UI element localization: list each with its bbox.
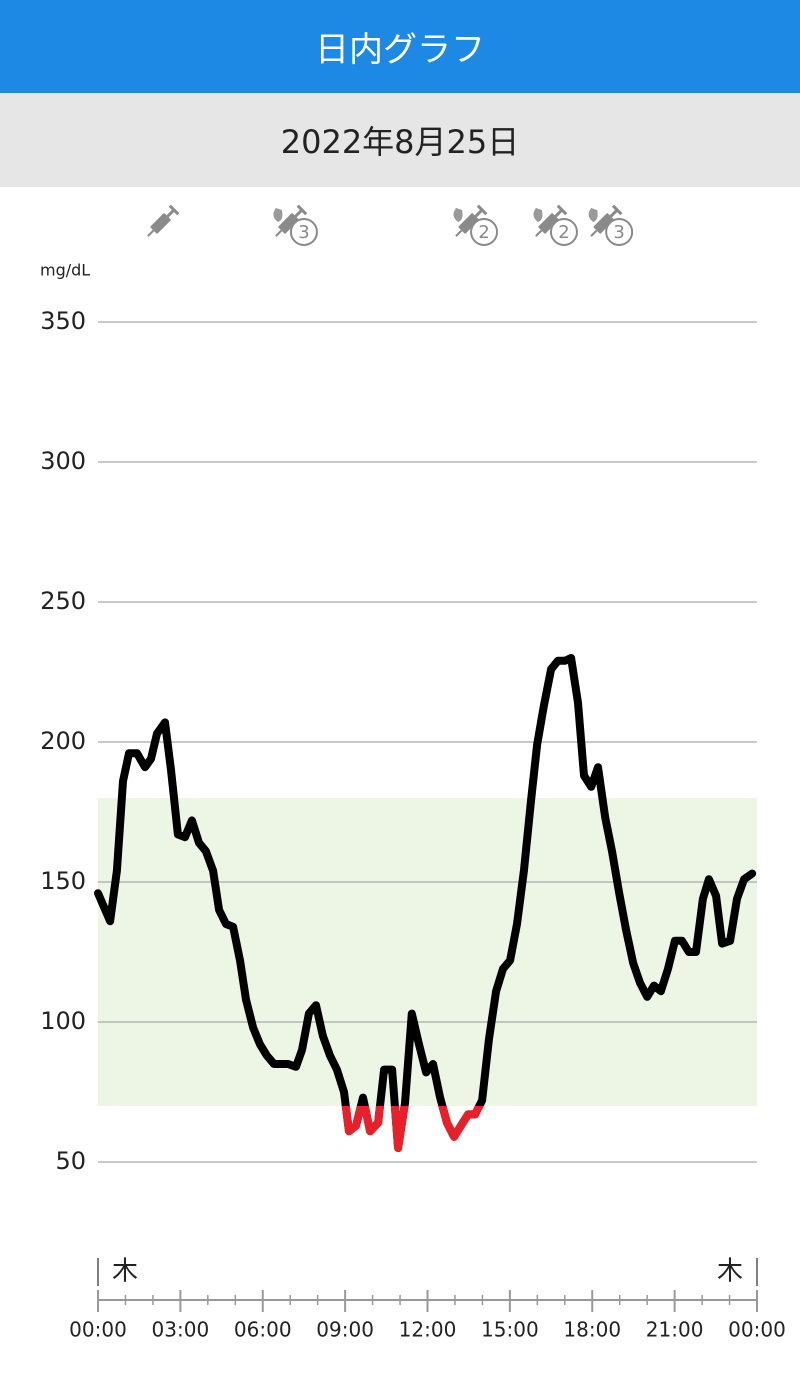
glucose-line [94,654,757,1152]
syringe-icon [275,204,308,237]
syringe-needle [590,229,598,237]
y-tick-label: 100 [40,1007,86,1035]
meal-icon [453,208,463,222]
count-badge [289,218,318,246]
x-tick-label: 15:00 [481,1318,539,1342]
syringe-body [593,213,614,234]
x-tick-label: 00:00 [728,1318,786,1342]
day-label: 木 [717,1257,743,1287]
syringe-cap [556,204,568,216]
count-label: 2 [478,222,489,243]
syringe-cap [296,204,308,216]
count-label: 3 [298,222,309,243]
count-label: 2 [558,222,569,243]
syringe-needle [147,229,155,237]
chart: mg/dL 50 100 150 200 250 300 350 3 2 2 3 00:00 03:00… [40,204,786,1342]
x-tick-label: 21:00 [646,1318,704,1342]
syringe-body [538,213,559,234]
syringe-body [150,213,171,234]
syringe-plunger [474,208,484,218]
insulin-event: 3 [588,204,634,246]
meal-icon [533,208,543,222]
syringe-icon [590,204,623,237]
count-badge [549,218,578,246]
x-tick-label: 06:00 [234,1318,292,1342]
meal-icon [588,208,598,222]
count-label: 3 [613,222,624,243]
y-tick-label: 250 [40,587,86,615]
insulin-event: 3 [273,204,318,246]
syringe-plunger [609,208,619,218]
x-tick-label: 09:00 [316,1318,374,1342]
syringe-icon [535,204,568,237]
y-unit: mg/dL [40,261,90,280]
syringe-needle [455,229,463,237]
syringe-needle [275,229,283,237]
x-tick-label: 12:00 [399,1318,457,1342]
syringe-cap [476,204,488,216]
syringe-icon [455,204,488,237]
insulin-event: 2 [453,204,499,246]
syringe-needle [535,229,543,237]
syringe-plunger [554,208,564,218]
syringe-icon [147,204,180,237]
y-tick-label: 150 [40,867,86,895]
y-tick-label: 300 [40,447,86,475]
syringe-plunger [294,208,304,218]
x-tick-label: 03:00 [152,1318,210,1342]
y-tick-label: 350 [40,307,86,335]
header-title: 日内グラフ [0,0,800,93]
x-tick-label: 18:00 [563,1318,621,1342]
x-tick-label: 00:00 [69,1318,127,1342]
insulin-event [147,204,180,237]
meal-icon [273,208,283,222]
insulin-event: 2 [533,204,578,246]
y-tick-label: 200 [40,727,86,755]
y-tick-label: 50 [55,1147,86,1175]
day-label: 木 [112,1257,138,1287]
count-badge [470,218,499,246]
date-bar[interactable]: 2022年8月25日 [0,93,800,187]
syringe-cap [611,204,623,216]
count-badge [605,218,634,246]
syringe-body [278,213,299,234]
syringe-body [458,213,479,234]
syringe-cap [168,204,180,216]
